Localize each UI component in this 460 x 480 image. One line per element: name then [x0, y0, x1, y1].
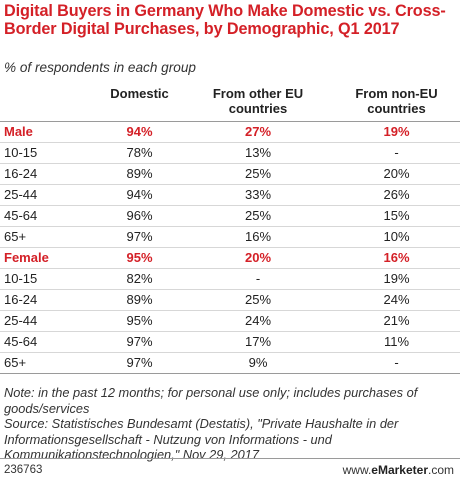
cell-value: 24%: [333, 289, 460, 311]
cell-value: 13%: [183, 142, 333, 164]
cell-value: 15%: [333, 205, 460, 227]
column-header-other-eu: From other EU countries: [183, 81, 333, 122]
table-row: 65+ 97% 16% 10%: [0, 226, 460, 248]
table-group-row: Male 94% 27% 19%: [0, 121, 460, 143]
column-header-non-eu: From non-EU countries: [333, 81, 460, 122]
chart-id: 236763: [4, 464, 43, 476]
column-header-domestic: Domestic: [96, 81, 183, 122]
data-table: Domestic From other EU countries From no…: [0, 81, 460, 374]
cell-value: 10%: [333, 226, 460, 248]
cell-value: 25%: [183, 205, 333, 227]
cell-value: 97%: [96, 331, 183, 353]
cell-value: 97%: [96, 226, 183, 248]
cell-value: 97%: [96, 352, 183, 374]
table-group-row: Female 95% 20% 16%: [0, 247, 460, 269]
cell-value: -: [183, 268, 333, 290]
footer-divider: [0, 458, 460, 459]
table-row: 10-15 82% -19%: [0, 268, 460, 290]
cell-value: 25%: [183, 289, 333, 311]
table-row: 65+ 97% 9% -: [0, 352, 460, 374]
cell-value: 11%: [333, 331, 460, 353]
cell-value: 21%: [333, 310, 460, 332]
brand-prefix: www.: [342, 463, 372, 477]
cell-value: 82%: [96, 268, 183, 290]
table-row: 16-24 89% 25% 20%: [0, 163, 460, 185]
brand-name: eMarketer: [371, 463, 428, 477]
cell-value: 26%: [333, 184, 460, 206]
table-header-row: Domestic From other EU countries From no…: [0, 81, 460, 122]
brand-suffix: .com: [427, 463, 454, 477]
note-text: Note: in the past 12 months; for persona…: [4, 385, 418, 416]
table-row: 45-64 96% 25% 15%: [0, 205, 460, 227]
notes-block: Note: in the past 12 months; for persona…: [4, 385, 456, 463]
row-label: 10-15: [0, 268, 96, 290]
cell-value: 20%: [333, 163, 460, 185]
table-row: 45-64 97% 17% 11%: [0, 331, 460, 353]
cell-value: 19%: [333, 268, 460, 290]
source-text: Source: Statistisches Bundesamt (Destati…: [4, 416, 399, 462]
row-label: Female: [0, 247, 96, 269]
table-row: 25-44 95% 24% 21%: [0, 310, 460, 332]
table-row: 16-24 89% 25% 24%: [0, 289, 460, 311]
chart-subtitle: % of respondents in each group: [4, 60, 196, 75]
row-label: 16-24: [0, 289, 96, 311]
cell-value: 25%: [183, 163, 333, 185]
cell-value: 95%: [96, 247, 183, 269]
cell-value: 89%: [96, 163, 183, 185]
row-label: 45-64: [0, 205, 96, 227]
cell-value: 27%: [183, 121, 333, 143]
row-label: 10-15: [0, 142, 96, 164]
cell-value: 19%: [333, 121, 460, 143]
cell-value: -: [333, 142, 460, 164]
table-row: 10-15 78% 13% -: [0, 142, 460, 164]
cell-value: 24%: [183, 310, 333, 332]
cell-value: 89%: [96, 289, 183, 311]
cell-value: 17%: [183, 331, 333, 353]
table-body: Male 94% 27% 19% 10-15 78% 13% -16-24 89% 25% 20% 2…: [0, 121, 460, 374]
row-label: 25-44: [0, 184, 96, 206]
row-label: Male: [0, 121, 96, 143]
cell-value: 16%: [333, 247, 460, 269]
cell-value: 16%: [183, 226, 333, 248]
table-row: 25-44 94% 33% 26%: [0, 184, 460, 206]
row-label: 45-64: [0, 331, 96, 353]
row-label: 16-24: [0, 163, 96, 185]
chart-title: Digital Buyers in Germany Who Make Domes…: [4, 2, 446, 38]
cell-value: 94%: [96, 184, 183, 206]
cell-value: 78%: [96, 142, 183, 164]
cell-value: 96%: [96, 205, 183, 227]
emarketer-logo-link[interactable]: www.eMarketer.com: [343, 463, 454, 477]
cell-value: 33%: [183, 184, 333, 206]
cell-value: 95%: [96, 310, 183, 332]
cell-value: 94%: [96, 121, 183, 143]
column-header-label: [0, 81, 96, 122]
row-label: 65+: [0, 352, 96, 374]
row-label: 65+: [0, 226, 96, 248]
row-label: 25-44: [0, 310, 96, 332]
cell-value: 9%: [183, 352, 333, 374]
data-table-container: Domestic From other EU countries From no…: [0, 81, 460, 374]
cell-value: 20%: [183, 247, 333, 269]
cell-value: -: [333, 352, 460, 374]
